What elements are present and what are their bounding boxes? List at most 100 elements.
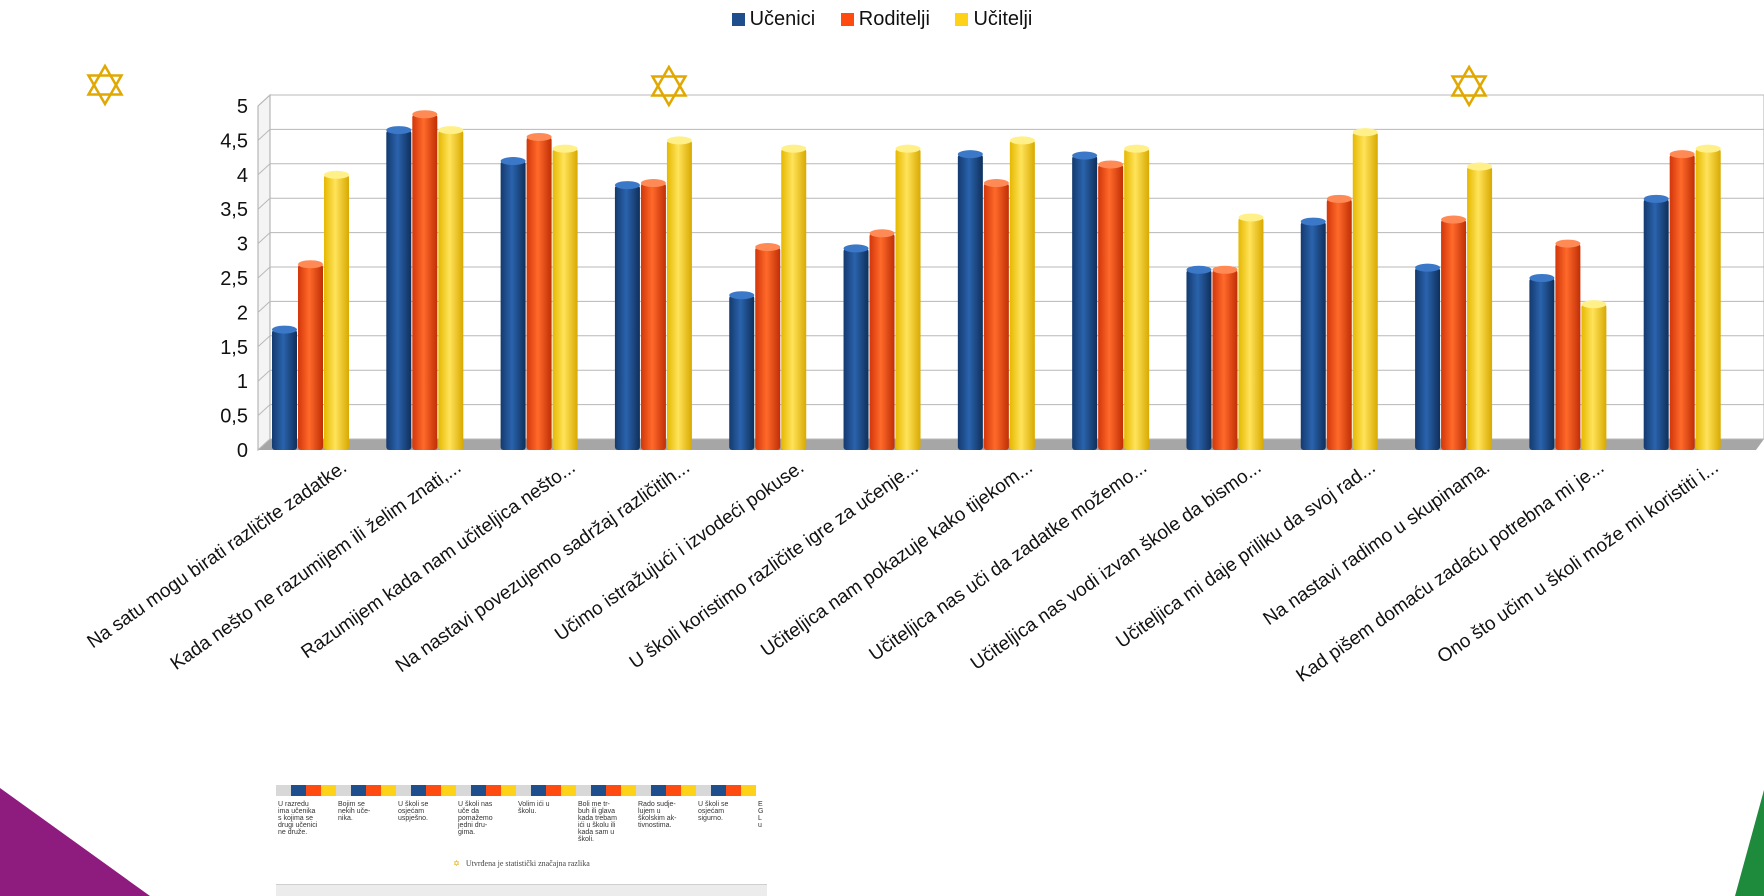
bar-ucitelji	[781, 148, 807, 450]
inset-mini-bar	[441, 785, 456, 796]
bar-ucenici	[1186, 269, 1212, 450]
inset-cell-text: Bojim se nekih uče- nika.	[338, 801, 371, 822]
inset-mini-bar	[471, 785, 486, 796]
bar-roditelji-top	[983, 179, 1009, 188]
bar-roditelji-top	[1212, 265, 1238, 274]
bar-ucitelji-top	[1352, 128, 1378, 137]
inset-gap	[456, 785, 471, 796]
y-tick-label: 4	[237, 165, 248, 187]
inset-cell-text: E G L u	[758, 801, 764, 829]
bar-roditelji	[412, 114, 438, 451]
y-tick-label: 3	[237, 234, 248, 256]
inset-mini-bar	[486, 785, 501, 796]
legend-swatch-ucenici	[731, 13, 745, 26]
inset-gap	[276, 785, 291, 796]
inset-cell-text: U školi se osjećam uspješno.	[398, 801, 429, 822]
inset-mini-bar	[606, 785, 621, 796]
bar-ucenici-top	[500, 157, 526, 166]
bar-ucitelji-top	[1009, 136, 1035, 145]
star-icon: ✡	[453, 859, 460, 868]
x-category-label: Učimo istražujući i izvodeći pokuse.	[551, 457, 808, 646]
bar-ucenici-top	[1072, 151, 1098, 160]
bar-roditelji-top	[298, 260, 323, 269]
bar-ucitelji-top	[666, 136, 692, 145]
inset-cell-text: Volim ići u školu.	[518, 801, 550, 815]
bar-ucenici-top	[1300, 217, 1326, 226]
star-triangle-up	[86, 63, 124, 96]
y-tick-label: 1,5	[220, 337, 248, 359]
y-tick-label: 1	[237, 371, 248, 393]
bar-roditelji-top	[1326, 194, 1352, 203]
bar-ucenici	[1529, 278, 1555, 450]
bar-ucitelji	[552, 148, 578, 450]
star-triangle-down	[86, 74, 124, 107]
inset-bar-group	[456, 785, 516, 796]
inset-cell-text: Boli me tr- buh ili glava kada trebam ić…	[578, 801, 617, 843]
inset-mini-bar	[351, 785, 366, 796]
bar-roditelji-top	[1098, 160, 1124, 169]
bar-ucenici-top	[386, 126, 412, 135]
y-tick-label: 3,5	[220, 199, 248, 221]
gridline	[257, 197, 1764, 210]
bar-roditelji-top	[1669, 150, 1695, 159]
legend-label-ucenici: Učenici	[749, 8, 816, 30]
star-triangle-up	[1450, 64, 1488, 97]
bar-ucenici	[500, 161, 526, 451]
star-triangle-down	[1450, 75, 1488, 108]
y-tick-label: 2,5	[220, 268, 248, 290]
y-tick-label: 0,5	[220, 406, 248, 428]
gridline	[257, 438, 1764, 451]
chart-legend: Učenici Roditelji Učitelji	[0, 8, 1764, 32]
y-tick-label: 0	[237, 440, 248, 462]
bar-roditelji-top	[1441, 215, 1467, 224]
bar-ucenici	[1643, 198, 1669, 450]
bar-roditelji	[1098, 164, 1124, 451]
inset-bar-strip	[276, 785, 767, 796]
bar-ucitelji-top	[324, 170, 349, 179]
bar-ucenici-top	[272, 325, 297, 334]
bar-ucitelji-top	[1581, 300, 1607, 309]
star-triangle-down	[650, 75, 688, 108]
gridline	[257, 335, 1764, 348]
inset-bar-group	[636, 785, 696, 796]
inset-mini-bar	[306, 785, 321, 796]
bar-ucitelji-top	[438, 126, 464, 135]
bar-ucitelji-top	[895, 144, 921, 153]
legend-label-ucitelji: Učitelji	[973, 8, 1033, 30]
inset-gap	[576, 785, 591, 796]
bar-ucitelji	[1009, 140, 1035, 450]
inset-mini-bar	[681, 785, 696, 796]
bar-roditelji	[1669, 154, 1695, 450]
bar-ucitelji-top	[781, 144, 807, 153]
y-tick-label: 5	[237, 96, 248, 118]
bar-roditelji	[1326, 198, 1352, 450]
inset-mini-bar	[561, 785, 576, 796]
inset-cell-text: U razredu ima učenika s kojima se drugi …	[278, 801, 318, 836]
gridline	[257, 163, 1764, 176]
legend-item-ucitelji: Učitelji	[955, 8, 1032, 31]
bar-ucenici-top	[1643, 194, 1669, 203]
inset-mini-bar	[366, 785, 381, 796]
bar-roditelji-top	[412, 110, 438, 119]
inset-mini-bar	[501, 785, 516, 796]
inset-mini-bar	[711, 785, 726, 796]
inset-gap	[696, 785, 711, 796]
legend-swatch-roditelji	[840, 13, 854, 26]
inset-bar-group	[336, 785, 396, 796]
significance-star-icon	[1450, 64, 1488, 108]
inset-gap	[336, 785, 351, 796]
inset-mini-bar	[666, 785, 681, 796]
inset-bar-group	[276, 785, 336, 796]
bar-ucenici	[386, 130, 412, 450]
bar-ucenici	[614, 185, 640, 450]
gridline	[257, 266, 1764, 279]
gridline	[257, 369, 1764, 382]
bar-ucitelji	[1352, 132, 1378, 451]
bar-roditelji	[869, 233, 895, 450]
purple-corner-decoration	[0, 788, 150, 896]
inset-mini-bar	[741, 785, 756, 796]
inset-mini-bar	[546, 785, 561, 796]
y-tick-label: 2	[237, 302, 248, 324]
inset-mini-bar	[531, 785, 546, 796]
